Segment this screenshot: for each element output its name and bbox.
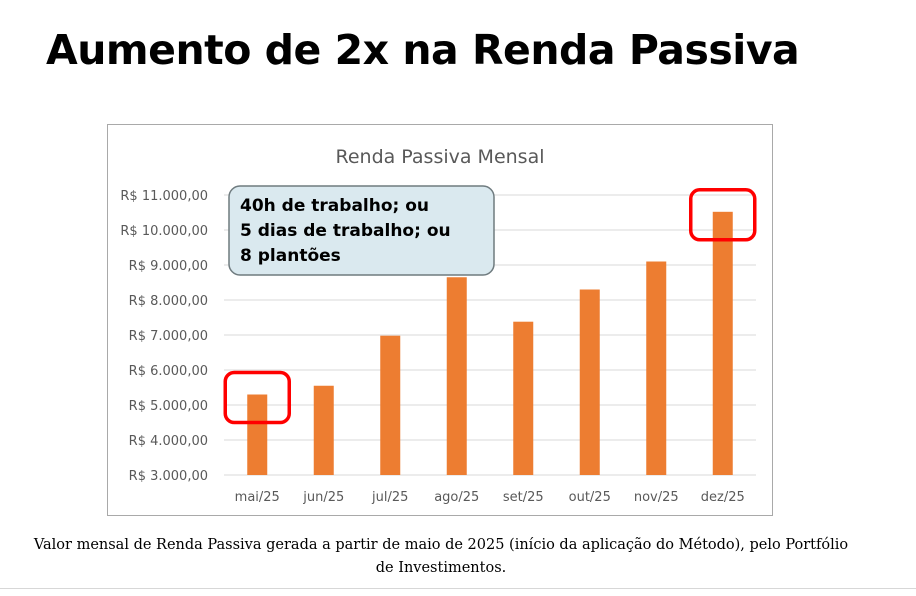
bar-jul-25 xyxy=(380,335,401,475)
x-tick-label: out/25 xyxy=(569,490,611,505)
caption: Valor mensal de Renda Passiva gerada a p… xyxy=(0,534,882,580)
callout-line-3: 8 plantões xyxy=(240,246,341,266)
bar-set-25 xyxy=(513,321,534,475)
bar-mai-25 xyxy=(247,394,268,475)
y-tick-label: R$ 7.000,00 xyxy=(129,329,208,344)
headline: Aumento de 2x na Renda Passiva xyxy=(46,26,800,74)
highlight-box-mai-25 xyxy=(223,370,291,425)
y-tick-label: R$ 8.000,00 xyxy=(129,294,208,309)
x-tick-label: nov/25 xyxy=(634,490,679,505)
x-tick-label: mai/25 xyxy=(235,490,280,505)
callout-line-1: 40h de trabalho; ou xyxy=(240,196,429,216)
y-tick-label: R$ 5.000,00 xyxy=(129,399,208,414)
x-tick-label: dez/25 xyxy=(701,490,745,505)
caption-line-1: Valor mensal de Renda Passiva gerada a p… xyxy=(33,537,849,553)
bar-nov-25 xyxy=(646,261,667,475)
bar-jun-25 xyxy=(313,385,334,475)
bottom-divider xyxy=(0,588,916,589)
x-tick-label: jul/25 xyxy=(371,490,408,505)
bar-chart: Renda Passiva Mensal R$ 3.000,00 R$ 4.000… xyxy=(120,146,757,505)
x-tick-label: set/25 xyxy=(503,490,544,505)
chart-frame: Renda Passiva Mensal R$ 3.000,00 R$ 4.000… xyxy=(107,124,773,516)
bar-dez-25 xyxy=(712,211,733,476)
bar-ago-25 xyxy=(446,277,467,475)
y-tick-label: R$ 9.000,00 xyxy=(129,259,208,274)
bar-out-25 xyxy=(579,289,600,475)
callout-box xyxy=(228,185,495,276)
chart-title: Renda Passiva Mensal xyxy=(335,146,544,168)
callout-line-2: 5 dias de trabalho; ou xyxy=(240,221,451,241)
y-tick-label: R$ 11.000,00 xyxy=(120,189,208,204)
caption-line-2: de Investimentos. xyxy=(375,560,507,576)
y-tick-label: R$ 3.000,00 xyxy=(129,469,208,484)
x-tick-label: ago/25 xyxy=(434,490,479,505)
y-tick-label: R$ 6.000,00 xyxy=(129,364,208,379)
x-tick-label: jun/25 xyxy=(302,490,344,505)
y-tick-label: R$ 4.000,00 xyxy=(129,434,208,449)
y-tick-label: R$ 10.000,00 xyxy=(120,224,208,239)
highlight-box-dez-25 xyxy=(689,188,757,242)
callout: 40h de trabalho; ou 5 dias de trabalho; … xyxy=(228,185,495,276)
